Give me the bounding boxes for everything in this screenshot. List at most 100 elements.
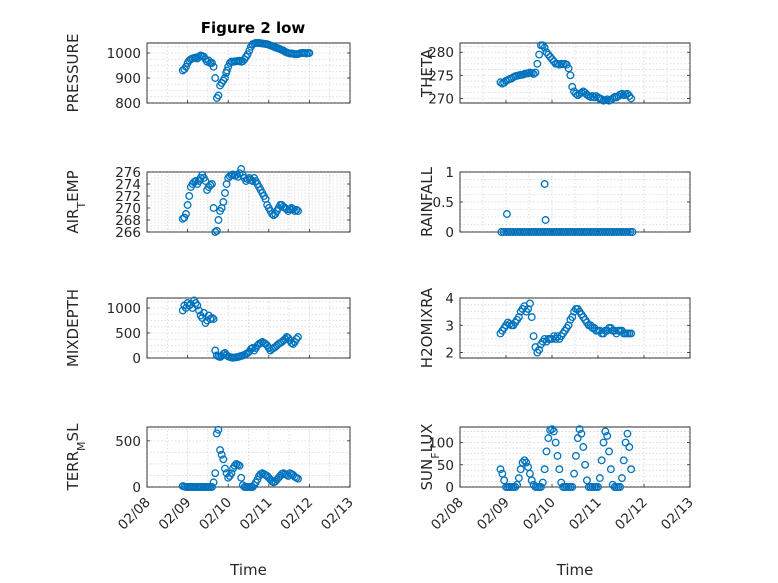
data-point [601,427,610,436]
data-point [520,456,529,465]
data-point [214,425,223,434]
y-tick-label: 2 [445,346,454,362]
axes-background [459,171,691,233]
data-point [627,94,636,103]
data-point [617,89,626,98]
data-point [211,469,220,478]
data-point [555,465,564,474]
data-point [548,425,556,434]
y-axis-label: H2OMIXRA [418,287,436,368]
data-point [209,204,218,212]
data-point [496,78,505,87]
subplot-mixdepth: 0 500 1000 MIXDEPTH [64,289,351,367]
data-point [590,93,599,102]
data-point [623,228,632,236]
data-point [527,476,536,485]
data-point [514,474,523,483]
axes-frame [146,171,351,233]
data-point [219,455,228,464]
data-point [221,464,229,473]
data-point [533,59,542,68]
data-point [183,201,192,209]
data-point [518,458,527,467]
y-tick-label: 900 [115,71,141,87]
y-tick-label: 0.5 [433,195,454,211]
data-point [221,74,229,82]
data-point [185,192,194,200]
y-tick-label: 4 [445,291,454,307]
data-point [235,461,244,470]
data-point [208,59,216,67]
y-tick-label: 270 [428,91,454,107]
data-point [579,443,588,451]
data-point [243,50,252,59]
data-point [227,469,236,478]
y-tick-label: 1000 [107,301,141,317]
y-tick-label: 270 [115,201,141,217]
data-point [182,62,190,71]
data-point [588,92,597,101]
data-point [537,483,545,491]
data-point [522,458,531,467]
data-point [245,46,254,55]
data-point [540,43,549,52]
y-tick-label: 0 [445,225,454,241]
axes-frame [146,426,351,488]
data-point [597,95,606,104]
data-point [616,483,625,491]
data-point [211,346,220,355]
data-point [206,181,215,190]
data-point [625,92,634,101]
data-point [577,429,586,438]
axes-frame [459,297,691,359]
axes-frame [459,42,691,104]
y-tick-label: 500 [115,326,141,342]
data-point [623,429,632,438]
data-point [502,210,511,218]
y-tick-label: 0 [445,480,454,496]
data-point [525,299,534,308]
data-point [201,177,210,185]
data-point [625,443,634,451]
y-tick-label: 500 [115,434,141,450]
data-point [540,180,549,188]
data-point [529,69,538,78]
data-point [182,210,190,218]
y-tick-label: 280 [428,45,454,61]
data-point [581,460,590,469]
data-point [217,450,226,459]
data-point [597,456,606,465]
data-point [542,447,551,456]
y-tick-label: 3 [445,318,454,334]
data-point [617,474,626,483]
data-point [549,427,558,436]
data-point [553,451,562,460]
data-point [505,319,514,328]
data-point [208,180,216,188]
y-tick-label: 100 [428,436,454,452]
data-point [216,446,225,455]
data-point [606,465,615,474]
data-point [538,478,547,487]
data-point [603,95,612,104]
y-axis-label: SUNFLUX [418,424,442,491]
data-point [531,68,540,77]
axes-background [146,42,351,104]
data-point [212,429,221,438]
y-axis-label: AIRTEMP [64,170,88,233]
data-point [627,465,636,474]
data-point [628,228,637,236]
data-point [281,335,289,343]
data-point [223,66,231,75]
axes-background [146,297,351,359]
data-point [180,213,189,222]
data-point [294,207,302,215]
y-tick-label: 268 [115,213,141,229]
data-point [209,478,218,487]
y-tick-label: 275 [428,68,454,84]
figure-title: Figure 2 low [201,19,306,37]
data-point [568,82,577,91]
